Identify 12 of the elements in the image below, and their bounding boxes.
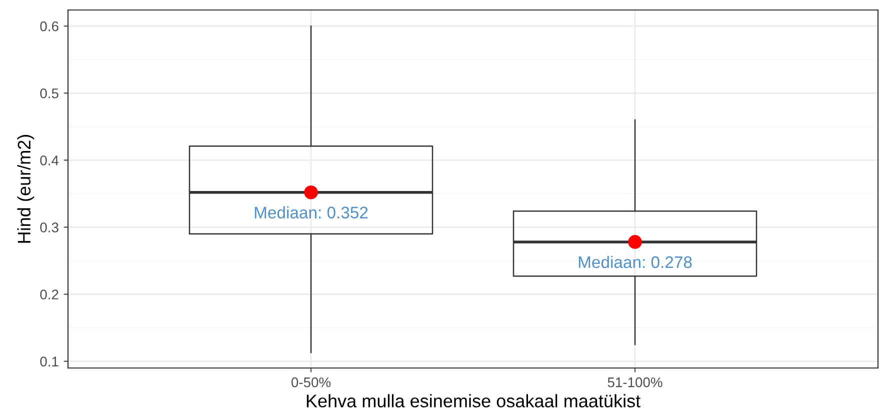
annotation: Mediaan: 0.352 (254, 206, 368, 218)
y-axis-title: Hind (eur/m2) (17, 134, 34, 243)
y-tick-label: 0.6 (40, 21, 58, 32)
annotation: Mediaan: 0.278 (578, 256, 692, 268)
y-tick-label: 0.2 (40, 290, 58, 300)
y-tick-label: 0.1 (40, 356, 58, 366)
x-axis-title: Kehva mulla esinemise osakaal maatükist (306, 394, 640, 408)
x-tick-label: 51-100% (608, 377, 662, 388)
x-tick-label: 0-50% (291, 377, 331, 388)
y-tick-label: 0.5 (40, 88, 58, 98)
y-tick-label: 0.4 (40, 156, 59, 166)
y-tick-label: 0.3 (40, 222, 58, 232)
